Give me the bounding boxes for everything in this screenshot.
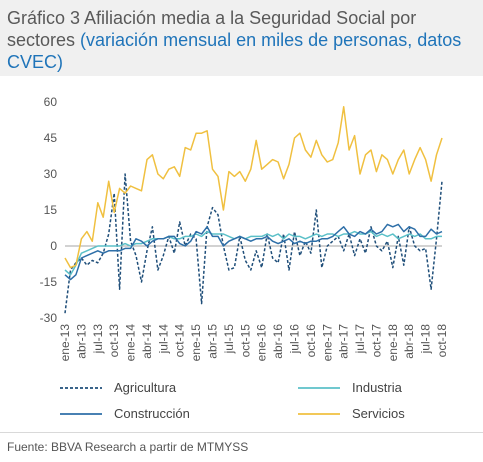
x-tick-label: abr-16 [271, 324, 285, 359]
chart-title: Gráfico 3 Afiliación media a la Segurida… [7, 7, 477, 73]
x-tick-label: jul-17 [353, 324, 367, 355]
x-tick-label: jul-13 [91, 324, 105, 355]
chart-title-sub: (variación mensual en miles de personas,… [7, 30, 462, 72]
x-tick-label: oct-18 [435, 324, 449, 358]
y-tick-label: 0 [50, 239, 57, 253]
y-tick-label: -15 [40, 275, 58, 289]
legend-label: Servicios [352, 406, 405, 421]
y-tick-label: 15 [44, 203, 58, 217]
x-tick-label: oct-17 [369, 324, 383, 358]
x-tick-label: ene-17 [320, 324, 334, 362]
series-line-servicios [64, 106, 443, 269]
y-tick-label: 30 [44, 167, 58, 181]
x-tick-label: jul-14 [156, 324, 170, 355]
x-tick-label: oct-13 [107, 324, 121, 358]
footer-divider [0, 432, 483, 433]
x-tick-label: jul-16 [287, 324, 301, 355]
x-tick-label: oct-14 [173, 324, 187, 358]
title-band [0, 0, 483, 76]
line-chart: -30 -15 0 15 30 45 60 ene-13 abr-13 jul-13 oct-13… [40, 95, 449, 421]
legend-label: Construcción [114, 406, 190, 421]
x-axis: ene-13 abr-13 jul-13 oct-13 ene-14 abr-14 jul-… [58, 245, 449, 362]
x-tick-label: abr-14 [140, 324, 154, 359]
x-tick-label: jul-18 [419, 324, 433, 355]
series-line-construcción [64, 223, 443, 281]
source-note: Fuente: BBVA Research a partir de MTMYSS [7, 440, 249, 454]
x-tick-label: oct-16 [304, 324, 318, 358]
x-tick-label: abr-17 [337, 324, 351, 359]
x-tick-label: jul-15 [222, 324, 236, 355]
x-tick-label: oct-15 [238, 324, 252, 358]
chart-title-main: Gráfico 3 Afiliación media a la Segurida… [7, 8, 417, 50]
series-lines [64, 106, 443, 314]
y-axis: -30 -15 0 15 30 45 60 [40, 95, 58, 325]
x-tick-label: ene-15 [189, 324, 203, 362]
y-tick-label: 60 [44, 95, 58, 109]
legend: Agricultura Industria Construcción Servicio… [60, 380, 405, 421]
series-line-agricultura [64, 173, 443, 314]
y-tick-label: 45 [44, 131, 58, 145]
x-tick-label: ene-13 [58, 324, 72, 362]
x-tick-label: abr-18 [402, 324, 416, 359]
y-tick-label: -30 [40, 311, 58, 325]
legend-label: Agricultura [114, 380, 177, 395]
x-tick-label: abr-13 [74, 324, 88, 359]
x-tick-label: ene-14 [124, 324, 138, 362]
legend-label: Industria [352, 380, 403, 395]
x-tick-label: ene-16 [255, 324, 269, 362]
series-line-industria [64, 230, 442, 276]
x-tick-label: ene-18 [386, 324, 400, 362]
x-tick-label: abr-15 [206, 324, 220, 359]
